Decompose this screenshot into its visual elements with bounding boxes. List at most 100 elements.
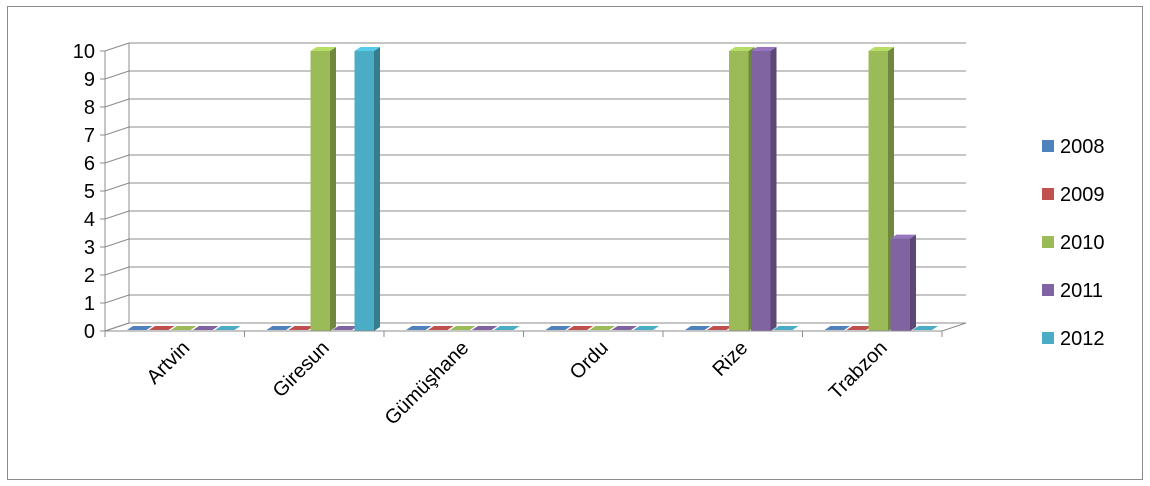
bar-top [824,326,850,330]
bar [824,326,850,330]
legend-item: 2009 [1042,184,1105,206]
legend-swatch [1042,332,1054,344]
gridline-side [104,126,130,136]
bar-side [330,47,336,331]
legend: 2008 2009 2010 2011 2012 [1042,136,1105,350]
x-tick-label: Artvin [143,337,195,389]
bar-front [890,238,910,331]
bar-top [707,326,733,330]
y-tick-label: 2 [84,265,95,287]
bar-top [266,326,292,330]
gridline-side [104,238,130,248]
bar [912,326,938,330]
bar-top [773,326,799,330]
bar [729,47,755,331]
bar-top [193,326,219,330]
y-tick-label: 10 [73,41,95,63]
bar [773,326,799,330]
gridline-side [104,182,130,192]
bar-front [868,51,888,331]
bar-top [288,326,314,330]
y-tick-label: 1 [84,293,95,315]
bar [266,326,292,330]
x-tick-label: Rize [708,337,752,381]
legend-item: 2008 [1042,136,1105,158]
bar-top [171,326,197,330]
bar-front [310,51,330,331]
bar [567,326,593,330]
legend-item: 2012 [1042,328,1105,350]
bar-front [729,51,749,331]
bar [310,47,336,331]
gridlines [104,42,966,332]
chart-walls [104,43,967,332]
legend-swatch [1042,236,1054,248]
y-tick-label: 9 [84,69,95,91]
legend-swatch [1042,140,1054,152]
bar-top [589,326,615,330]
bar-top [332,326,358,330]
bar [428,326,454,330]
bar-top [494,326,520,330]
y-axis: 0 1 2 3 4 5 6 7 8 9 10 [73,41,106,343]
gridline-side [104,70,130,80]
bar [868,47,894,331]
bar-top [450,326,476,330]
bar [215,326,241,330]
bar [545,326,571,330]
gridline-side [104,154,130,164]
bar-top [729,47,755,51]
bar-top [428,326,454,330]
gridline-side [104,42,130,52]
y-tick-label: 4 [84,209,95,231]
bar [633,326,659,330]
bar [127,326,153,330]
bar-top [890,234,916,239]
legend-item: 2010 [1042,232,1105,254]
legend-swatch [1042,188,1054,200]
gridline-side [104,266,130,276]
y-tick-label: 5 [84,181,95,203]
bar-side [374,47,380,331]
bar-top [127,326,153,330]
bar [149,326,175,330]
bar [193,326,219,330]
bar-top [685,326,711,330]
bar-top [846,326,872,330]
bar [354,47,380,331]
bar-top [868,47,894,51]
x-tick-label: Giresun [269,337,334,402]
y-tick-label: 0 [84,321,95,343]
x-tick-label: Gümüşhane [381,337,474,430]
bar-top [567,326,593,330]
bar [589,326,615,330]
bar-top [215,326,241,330]
bar [472,326,498,330]
bar [846,326,872,330]
bar-top [545,326,571,330]
y-tick-label: 3 [84,237,95,259]
gridline-side [104,98,130,108]
bar-side [910,234,916,331]
y-tick-label: 7 [84,125,95,147]
bar [611,326,637,330]
bar [494,326,520,330]
bar [685,326,711,330]
bar [890,234,916,331]
bar-top [912,326,938,330]
bar-front [354,51,374,331]
x-tick-label: Trabzon [825,337,892,404]
legend-swatch [1042,284,1054,296]
bar-top [633,326,659,330]
legend-label: 2011 [1060,280,1103,302]
x-axis: Artvin Giresun Gümüşhane Ordu Rize Trabzon [104,330,943,430]
bar-top [472,326,498,330]
bar [450,326,476,330]
bar-side [770,47,777,331]
legend-label: 2012 [1060,328,1105,350]
bar-top [751,47,777,51]
y-tick-label: 6 [84,153,95,175]
gridline-side [104,210,130,220]
legend-label: 2010 [1060,232,1105,254]
